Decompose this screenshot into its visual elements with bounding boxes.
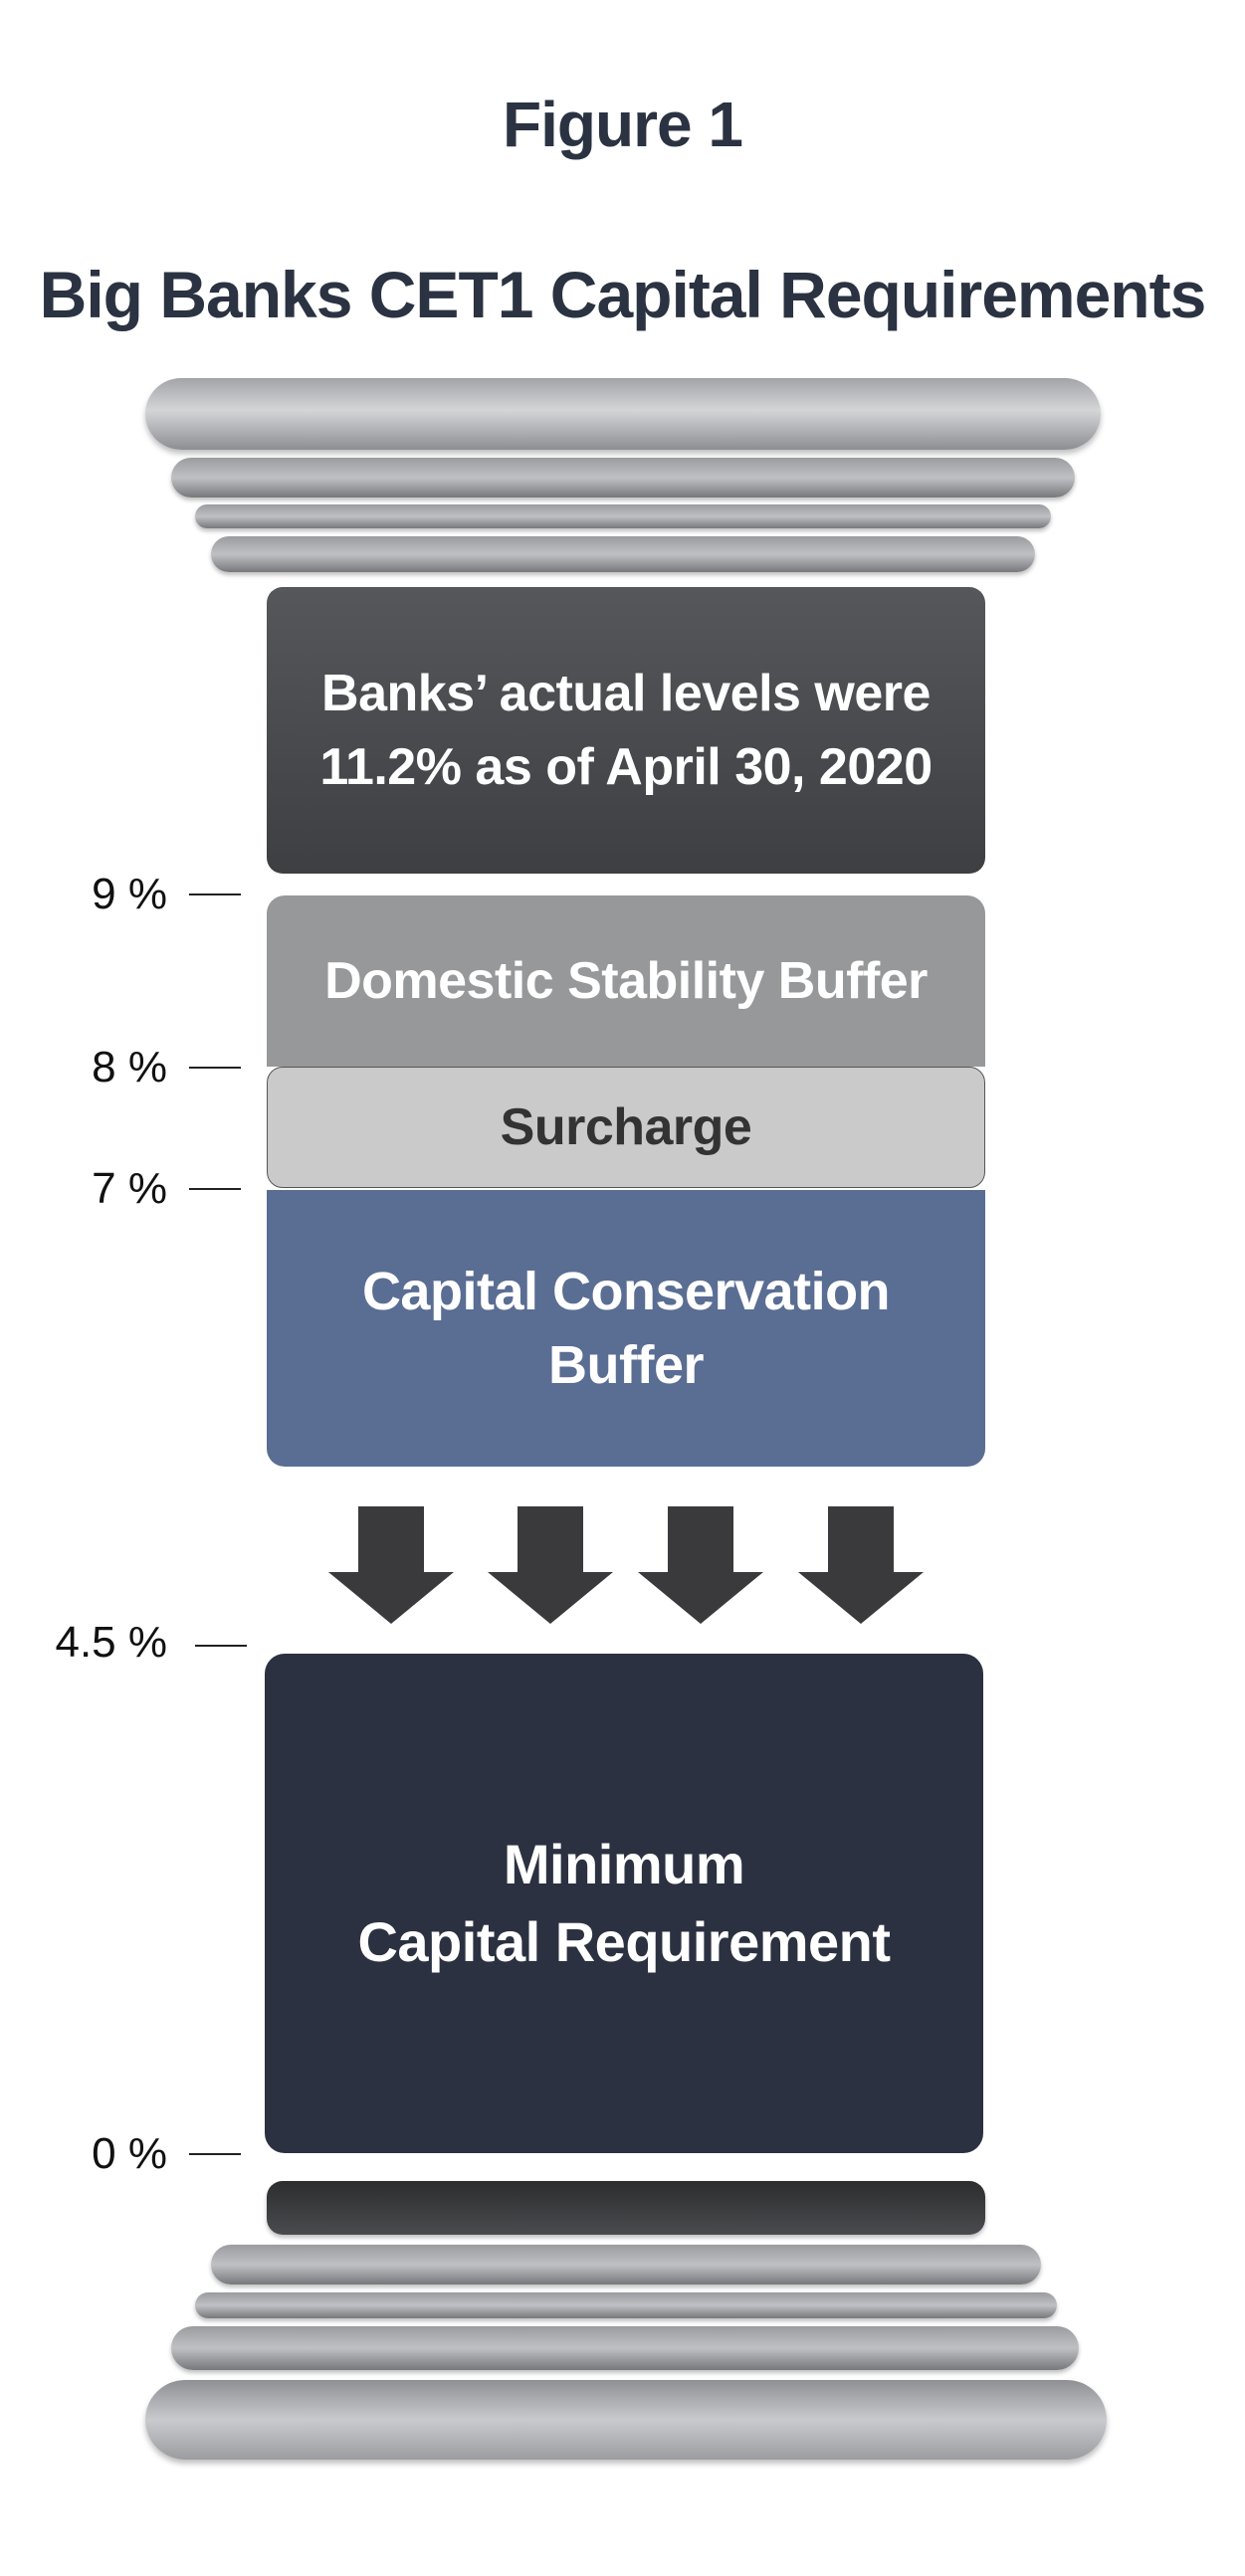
tick-label-7: 7 % [92,1164,167,1213]
minimum-capital-requirement-block: Minimum Capital Requirement [265,1654,983,2153]
capital-conservation-buffer-block: Capital Conservation Buffer [267,1190,985,1467]
domestic-stability-buffer-label: Domestic Stability Buffer [324,952,928,1010]
actual-levels-date: as of April 30, 2020 [461,738,933,796]
tick-line-8 [189,1067,241,1069]
tick-line-4-5 [195,1645,247,1647]
column-capital-ring-3 [211,536,1035,572]
column-capital-top-slab [145,378,1101,450]
tick-line-7 [189,1188,241,1190]
column-capital-ring-2 [195,504,1051,528]
domestic-stability-buffer-block: Domestic Stability Buffer [267,895,985,1067]
column-base-slab [145,2380,1107,2460]
tick-label-0: 0 % [92,2129,167,2178]
tick-label-8: 8 % [92,1043,167,1091]
column-base-ring-2 [195,2292,1057,2318]
minimum-capital-line1: Minimum [503,1833,745,1895]
tick-line-9 [189,893,241,895]
tick-label-9: 9 % [92,870,167,918]
actual-level-value: 11.2% [319,738,462,796]
column-base-cap [267,2181,985,2235]
actual-levels-line1: Banks’ actual levels were [321,665,931,722]
down-arrow-icon [798,1506,924,1624]
minimum-capital-line2: Capital Requirement [357,1910,891,1973]
surcharge-block: Surcharge [267,1067,985,1188]
column-capital-ring-1 [171,458,1075,497]
actual-levels-block: Banks’ actual levels were 11.2% as of Ap… [267,587,985,874]
surcharge-label: Surcharge [500,1098,752,1156]
down-arrow-icon [488,1506,613,1624]
down-arrow-icon [328,1506,454,1624]
tick-line-0 [189,2153,241,2155]
figure-label: Figure 1 [503,89,743,160]
column-base-ring-3 [171,2326,1079,2370]
actual-levels-line2: 11.2% as of April 30, 2020 [319,730,933,804]
page-title: Big Banks CET1 Capital Requirements [39,258,1207,331]
tick-label-4-5: 4.5 % [55,1618,167,1667]
down-arrow-icon [638,1506,763,1624]
capital-conservation-line1: Capital Conservation [361,1262,891,1321]
column-base-ring-1 [211,2245,1041,2284]
capital-conservation-line2: Buffer [548,1335,705,1395]
